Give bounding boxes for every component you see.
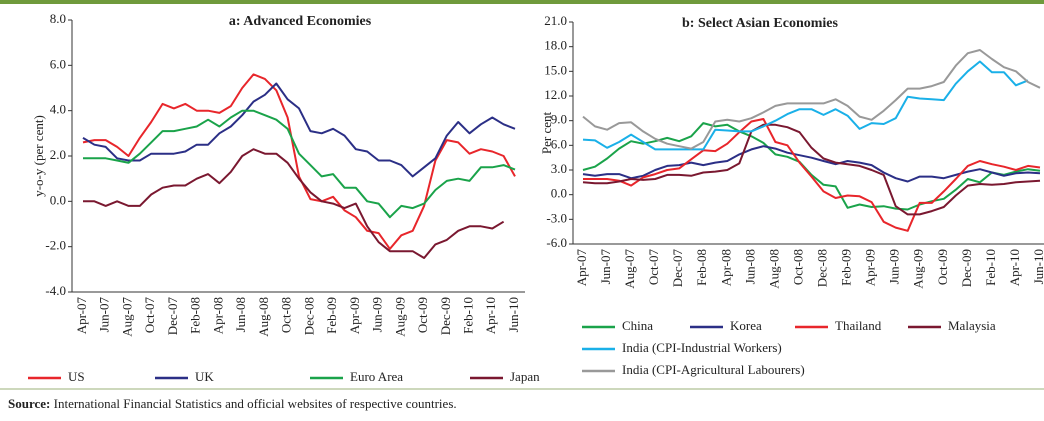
series-line (583, 118, 1041, 232)
x-tick-label: Feb-08 (694, 249, 709, 286)
y-tick-label: 8.0 (50, 11, 66, 26)
y-tick-label: 6.0 (551, 136, 567, 151)
x-tick-label: Jun-07 (598, 249, 613, 285)
x-tick-label: Apr-09 (347, 297, 362, 334)
x-tick-label: Jun-08 (742, 249, 757, 284)
chart-title: b: Select Asian Economies (682, 16, 838, 31)
x-tick-label: Feb-08 (188, 297, 203, 334)
legend-label: Euro Area (350, 369, 403, 384)
legend-label: Korea (730, 318, 762, 333)
x-tick-label: Oct-09 (935, 249, 950, 285)
x-tick-label: Aug-09 (911, 249, 926, 289)
x-tick-label: Jun-07 (97, 297, 112, 333)
y-tick-label: 0.0 (50, 192, 66, 207)
x-tick-label: Apr-07 (74, 297, 89, 335)
series-line (582, 123, 1041, 216)
x-tick-label: Apr-10 (1007, 249, 1022, 286)
x-tick-label: Apr-07 (574, 249, 589, 287)
x-tick-label: Feb-09 (324, 297, 339, 334)
x-tick-label: Oct-09 (415, 297, 430, 333)
series-line (83, 148, 505, 259)
x-tick-label: Dec-08 (815, 249, 830, 287)
legend-label: India (CPI-Agricultural Labourers) (622, 362, 805, 377)
x-tick-label: Apr-10 (483, 297, 498, 334)
series-line (582, 145, 1041, 183)
source-label: Source: (8, 396, 50, 411)
top-band (0, 0, 1044, 4)
x-tick-label: Apr-09 (863, 249, 878, 286)
x-tick-label: Jun-08 (233, 297, 248, 332)
x-tick-label: Dec-08 (301, 297, 316, 335)
y-tick-label: -3.0 (546, 210, 567, 225)
x-tick-label: Aug-07 (622, 249, 637, 289)
series-line (582, 60, 1029, 151)
x-tick-label: Aug-08 (766, 249, 781, 289)
legend-label: UK (195, 369, 214, 384)
y-tick-label: -4.0 (45, 283, 66, 298)
x-tick-label: Apr-08 (718, 249, 733, 286)
x-tick-label: Oct-07 (142, 297, 157, 334)
y-tick-label: 3.0 (551, 161, 567, 176)
x-tick-label: Feb-09 (839, 249, 854, 286)
y-tick-label: 0.0 (551, 186, 567, 201)
source-text: International Financial Statistics and o… (54, 396, 457, 411)
y-tick-label: 4.0 (50, 102, 66, 117)
legend-label: Japan (510, 369, 540, 384)
x-tick-label: Dec-07 (165, 297, 180, 336)
y-tick-label: 9.0 (551, 112, 567, 127)
x-tick-label: Oct-08 (790, 249, 805, 285)
legend-label: Malaysia (948, 318, 996, 333)
x-tick-label: Jun-10 (506, 297, 521, 332)
legend-label: Thailand (835, 318, 882, 333)
y-tick-label: 21.0 (544, 13, 567, 28)
x-tick-label: Jun-09 (370, 297, 385, 332)
y-axis-label: y-o-y (per cent) (31, 115, 46, 197)
x-tick-label: Aug-08 (256, 297, 271, 337)
y-tick-label: -2.0 (45, 238, 66, 253)
x-tick-label: Dec-09 (438, 297, 453, 335)
x-tick-label: Aug-07 (119, 297, 134, 337)
series-line (83, 109, 516, 219)
series-line (82, 73, 516, 250)
chart-title: a: Advanced Economies (229, 14, 372, 29)
y-tick-label: 18.0 (544, 38, 567, 53)
y-tick-label: 15.0 (544, 62, 567, 77)
series-line (82, 82, 516, 178)
legend-label: China (622, 318, 653, 333)
x-tick-label: Aug-09 (392, 297, 407, 337)
x-tick-label: Oct-08 (279, 297, 294, 333)
y-tick-label: 2.0 (50, 147, 66, 162)
x-tick-label: Oct-07 (646, 249, 661, 286)
legend-label: US (68, 369, 85, 384)
y-tick-label: -6.0 (546, 235, 567, 250)
x-tick-label: Jun-10 (1031, 249, 1044, 284)
x-tick-label: Feb-10 (461, 297, 476, 334)
source: Source: International Financial Statisti… (8, 396, 457, 411)
series-line (582, 49, 1041, 150)
x-tick-label: Dec-07 (670, 249, 685, 288)
y-tick-label: 12.0 (544, 87, 567, 102)
y-axis-label: Per cent (539, 111, 554, 154)
legend-label: India (CPI-Industrial Workers) (622, 340, 782, 355)
x-tick-label: Feb-10 (983, 249, 998, 286)
x-tick-label: Apr-08 (210, 297, 225, 334)
x-tick-label: Jun-09 (887, 249, 902, 284)
y-tick-label: 6.0 (50, 56, 66, 71)
x-tick-label: Dec-09 (959, 249, 974, 287)
